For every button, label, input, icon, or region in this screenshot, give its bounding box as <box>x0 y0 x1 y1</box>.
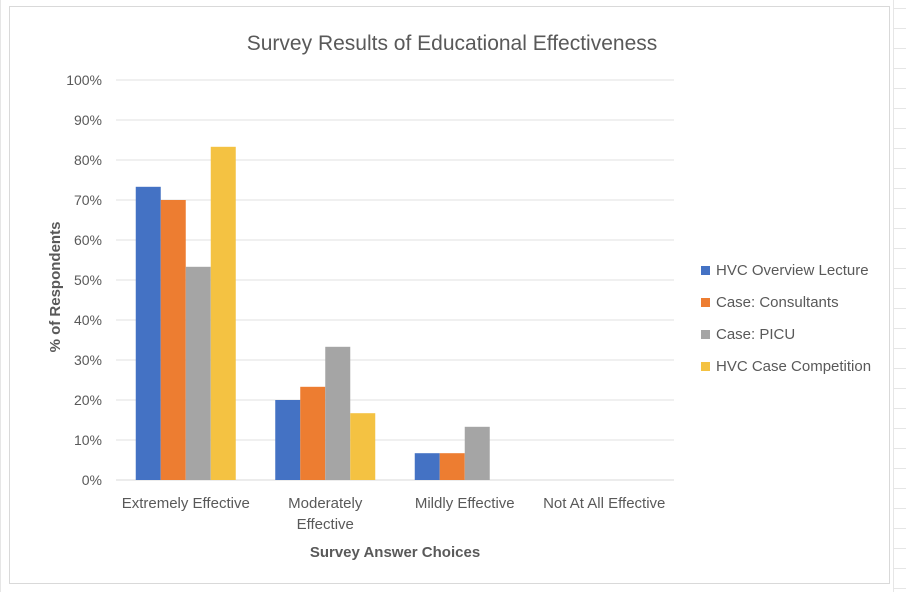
y-tick-label: 30% <box>74 352 102 368</box>
bar[interactable] <box>414 453 440 480</box>
y-tick-label: 100% <box>66 72 102 88</box>
bars <box>135 146 490 481</box>
bar[interactable] <box>275 400 301 480</box>
bar-chart: Survey Results of Educational Effectiven… <box>47 32 871 561</box>
legend-swatch <box>701 330 710 339</box>
x-axis-title: Survey Answer Choices <box>310 544 480 561</box>
x-tick-label: Mildly Effective <box>415 495 515 512</box>
legend-label: HVC Case Competition <box>716 358 871 375</box>
y-tick-label: 20% <box>74 392 102 408</box>
legend-swatch <box>701 362 710 371</box>
bar[interactable] <box>350 413 376 480</box>
x-tick-label: Extremely Effective <box>122 495 250 512</box>
y-tick-label: 90% <box>74 112 102 128</box>
legend: HVC Overview Lecture Case: Consultants Cas… <box>701 262 871 375</box>
y-tick-label: 40% <box>74 312 102 328</box>
y-tick-labels: 0% 10% 20% 30% 40% 50% 60% 70% 80% 90% 100% <box>66 72 102 488</box>
bar[interactable] <box>325 346 351 480</box>
y-tick-label: 70% <box>74 192 102 208</box>
chart-frame[interactable]: Survey Results of Educational Effectiven… <box>9 6 890 584</box>
legend-swatch <box>701 298 710 307</box>
bar[interactable] <box>160 200 186 480</box>
x-tick-label: Effective <box>297 516 354 533</box>
legend-label: Case: PICU <box>716 326 795 343</box>
y-axis-title: % of Respondents <box>47 222 64 353</box>
legend-swatch <box>701 266 710 275</box>
x-tick-labels: Extremely Effective Moderately Effective Mi… <box>122 495 666 533</box>
y-tick-label: 80% <box>74 152 102 168</box>
bar[interactable] <box>439 453 465 480</box>
chart-title: Survey Results of Educational Effectiven… <box>247 32 658 55</box>
legend-label: Case: Consultants <box>716 294 839 311</box>
y-tick-label: 50% <box>74 272 102 288</box>
x-tick-label: Moderately <box>288 495 363 512</box>
bar[interactable] <box>210 146 236 481</box>
bar[interactable] <box>300 386 326 480</box>
bar[interactable] <box>185 266 211 480</box>
bar[interactable] <box>135 186 161 481</box>
y-tick-label: 10% <box>74 432 102 448</box>
x-tick-label: Not At All Effective <box>543 495 665 512</box>
y-tick-label: 0% <box>82 472 102 488</box>
bar[interactable] <box>464 426 490 480</box>
legend-label: HVC Overview Lecture <box>716 262 869 279</box>
y-tick-label: 60% <box>74 232 102 248</box>
